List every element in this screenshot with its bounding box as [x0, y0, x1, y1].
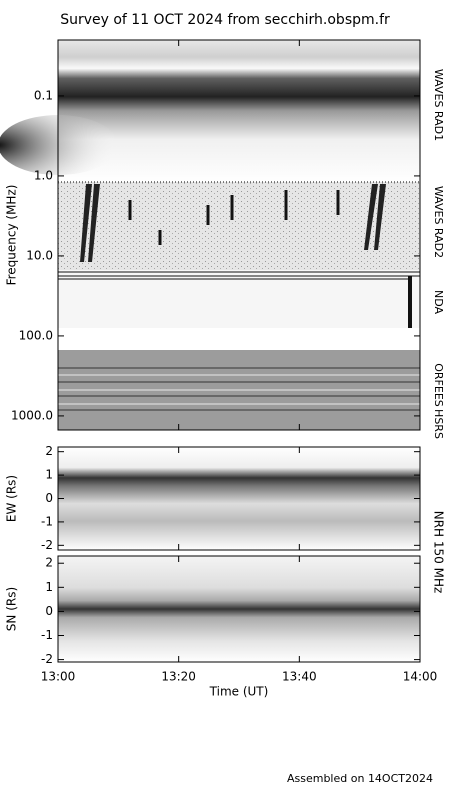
footer: Assembled on 14OCT2024 — [287, 772, 433, 785]
y-tick-label: 1.0 — [34, 168, 53, 182]
y-tick-label: 1000.0 — [11, 408, 53, 422]
band-label: WAVES RAD2 — [432, 186, 445, 258]
band-label: WAVES RAD1 — [432, 69, 445, 141]
band-label: NDA — [432, 290, 445, 315]
x-axis-label: Time (UT) — [209, 685, 269, 699]
instrument-label: NRH 150 MHz — [432, 511, 446, 594]
y-tick-label: -1 — [41, 514, 53, 528]
y-tick-label: 1 — [45, 580, 53, 594]
y-tick-label: -2 — [41, 538, 53, 552]
spectrogram-imagery — [0, 40, 420, 662]
x-tick-label: 13:40 — [282, 670, 317, 684]
y-tick-label: 100.0 — [19, 328, 53, 342]
y-tick-label: 0.1 — [34, 88, 53, 102]
x-tick-label: 13:00 — [41, 670, 76, 684]
y-tick-label: 2 — [45, 444, 53, 458]
y-tick-label: 0 — [45, 491, 53, 505]
y-tick-label: 0 — [45, 604, 53, 618]
x-tick-label: 13:20 — [161, 670, 196, 684]
y-axis-label: Frequency (MHz) — [5, 185, 19, 286]
y-axis-label: SN (Rs) — [5, 587, 19, 631]
y-tick-label: 2 — [45, 556, 53, 570]
y-tick-label: -1 — [41, 628, 53, 642]
chart-title: Survey of 11 OCT 2024 from secchirh.obsp… — [60, 12, 390, 28]
y-tick-label: 10.0 — [26, 248, 53, 262]
band-label: ORFEES — [432, 363, 445, 407]
band-label: HSRS — [432, 409, 445, 439]
x-tick-label: 14:00 — [403, 670, 438, 684]
y-tick-label: -2 — [41, 652, 53, 666]
y-tick-label: 1 — [45, 468, 53, 482]
y-axis-label: EW (Rs) — [5, 475, 19, 522]
